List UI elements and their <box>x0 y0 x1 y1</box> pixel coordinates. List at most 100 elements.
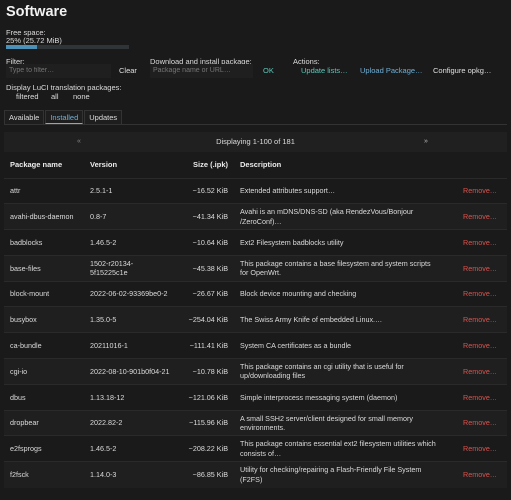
version-cell: 1502-r20134-5f15225c1e <box>84 254 176 282</box>
package-name-cell: e2fsprogs <box>4 435 84 462</box>
actions-label: Actions: <box>293 57 320 66</box>
translations-label: Display LuCI translation packages: <box>6 83 122 92</box>
version-cell: 2022-06-02-93369be0-2 <box>84 280 176 307</box>
package-name-cell: attr <box>4 177 84 204</box>
remove-button[interactable]: Remove… <box>445 177 507 204</box>
description-cell: Utility for checking/repairing a Flash-F… <box>234 461 445 488</box>
tab-bar: Available Installed Updates <box>4 110 123 124</box>
pager: Displaying 1-100 of 181 « » <box>4 132 507 152</box>
package-name-cell: dropbear <box>4 409 84 436</box>
free-space-value: 25% (25.72 MiB) <box>6 36 62 45</box>
package-name-cell: badblocks <box>4 229 84 256</box>
description-cell: This package contains a base filesystem … <box>234 254 445 282</box>
remove-button[interactable]: Remove… <box>445 254 507 282</box>
size-cell: ~121.06 KiB <box>176 383 234 411</box>
pager-next-button[interactable]: » <box>424 138 428 145</box>
version-cell: 1.14.0-3 <box>84 461 176 488</box>
ok-button[interactable]: OK <box>263 66 274 75</box>
description-cell: The Swiss Army Knife of embedded Linux.… <box>234 306 445 333</box>
free-space-bar-fill <box>6 45 37 49</box>
tab-divider <box>4 124 507 125</box>
package-name-input[interactable] <box>150 64 253 78</box>
upload-package-button[interactable]: Upload Package… <box>360 66 423 75</box>
header-version: Version <box>90 160 118 170</box>
table-row: base-files 1502-r20134-5f15225c1e ~45.38 K… <box>4 254 507 282</box>
description-cell: Ext2 Filesystem badblocks utility <box>234 229 445 256</box>
header-action <box>445 152 507 178</box>
translations-filtered[interactable]: filtered <box>16 92 39 101</box>
table-row: block-mount 2022-06-02-93369be0-2 ~26.67 K… <box>4 280 507 307</box>
size-cell: ~115.96 KiB <box>176 409 234 436</box>
table-row: dropbear 2022.82-2 ~115.96 KiB A small SSH2… <box>4 409 507 436</box>
configure-opkg-button[interactable]: Configure opkg… <box>433 66 492 75</box>
description-cell: This package contains essential ext2 fil… <box>234 435 445 462</box>
remove-button[interactable]: Remove… <box>445 203 507 230</box>
update-lists-button[interactable]: Update lists… <box>301 66 348 75</box>
description-cell: Simple interprocess messaging system (da… <box>234 383 445 411</box>
version-cell: 2022-08-10-901b0f04-21 <box>84 358 176 385</box>
package-name-cell: f2fsck <box>4 461 84 488</box>
remove-button[interactable]: Remove… <box>445 358 507 385</box>
remove-button[interactable]: Remove… <box>445 409 507 436</box>
table-row: avahi-dbus-daemon 0.8-7 ~41.34 KiB Avahi is… <box>4 203 507 230</box>
package-name-cell: avahi-dbus-daemon <box>4 203 84 230</box>
free-space-label: Free space: <box>6 28 46 37</box>
description-cell: This package contains an cgi utility tha… <box>234 358 445 385</box>
filter-input[interactable] <box>6 64 111 78</box>
size-cell: ~41.34 KiB <box>176 203 234 230</box>
remove-button[interactable]: Remove… <box>445 280 507 307</box>
table-row: e2fsprogs 1.46.5-2 ~208.22 KiB This package… <box>4 435 507 462</box>
table-header-row: Package name Version Size (.ipk) Descrip… <box>4 152 507 178</box>
pager-info: Displaying 1-100 of 181 <box>216 137 295 146</box>
remove-button[interactable]: Remove… <box>445 435 507 462</box>
package-name-cell: busybox <box>4 306 84 333</box>
size-cell: ~254.04 KiB <box>176 306 234 333</box>
version-cell: 2.5.1-1 <box>84 177 176 204</box>
tab-updates[interactable]: Updates <box>84 110 123 124</box>
tab-available[interactable]: Available <box>4 110 45 124</box>
download-label: Download and install package: <box>150 57 252 66</box>
description-cell: A small SSH2 server/client designed for … <box>234 409 445 436</box>
remove-button[interactable]: Remove… <box>445 229 507 256</box>
table-row: busybox 1.35.0-5 ~254.04 KiB The Swiss Army… <box>4 306 507 333</box>
version-cell: 1.46.5-2 <box>84 229 176 256</box>
package-name-cell: block-mount <box>4 280 84 307</box>
version-cell: 2022.82-2 <box>84 409 176 436</box>
clear-button[interactable]: Clear <box>119 66 137 75</box>
description-cell: Block device mounting and checking <box>234 280 445 307</box>
package-name-cell: ca-bundle <box>4 332 84 359</box>
description-cell: System CA certificates as a bundle <box>234 332 445 359</box>
size-cell: ~10.78 KiB <box>176 358 234 385</box>
size-cell: ~45.38 KiB <box>176 254 234 282</box>
remove-button[interactable]: Remove… <box>445 332 507 359</box>
package-name-cell: dbus <box>4 383 84 411</box>
remove-button[interactable]: Remove… <box>445 383 507 411</box>
version-cell: 1.46.5-2 <box>84 435 176 462</box>
size-cell: ~86.85 KiB <box>176 461 234 488</box>
table-row: dbus 1.13.18-12 ~121.06 KiB Simple interpro… <box>4 383 507 411</box>
size-cell: ~111.41 KiB <box>176 332 234 359</box>
version-cell: 20211016-1 <box>84 332 176 359</box>
package-name-cell: base-files <box>4 254 84 282</box>
header-size: Size (.ipk) <box>192 160 228 170</box>
translations-none[interactable]: none <box>73 92 90 101</box>
size-cell: ~16.52 KiB <box>176 177 234 204</box>
remove-button[interactable]: Remove… <box>445 461 507 488</box>
page-title: Software <box>6 4 68 20</box>
header-package-name: Package name <box>10 160 63 170</box>
table-row: cgi-io 2022-08-10-901b0f04-21 ~10.78 KiB Th… <box>4 358 507 385</box>
version-cell: 1.13.18-12 <box>84 383 176 411</box>
header-description: Description <box>240 160 282 170</box>
free-space-bar <box>6 45 129 49</box>
description-cell: Avahi is an mDNS/DNS-SD (aka RendezVous/… <box>234 203 445 230</box>
tab-installed[interactable]: Installed <box>45 110 84 124</box>
remove-button[interactable]: Remove… <box>445 306 507 333</box>
table-row: badblocks 1.46.5-2 ~10.64 KiB Ext2 Filesyst… <box>4 229 507 256</box>
pager-prev-button[interactable]: « <box>77 138 81 145</box>
package-name-cell: cgi-io <box>4 358 84 385</box>
package-table: Package name Version Size (.ipk) Descrip… <box>4 152 507 488</box>
size-cell: ~10.64 KiB <box>176 229 234 256</box>
translations-all[interactable]: all <box>51 92 59 101</box>
table-row: ca-bundle 20211016-1 ~111.41 KiB System CA … <box>4 332 507 359</box>
filter-label: Filter: <box>6 57 25 66</box>
